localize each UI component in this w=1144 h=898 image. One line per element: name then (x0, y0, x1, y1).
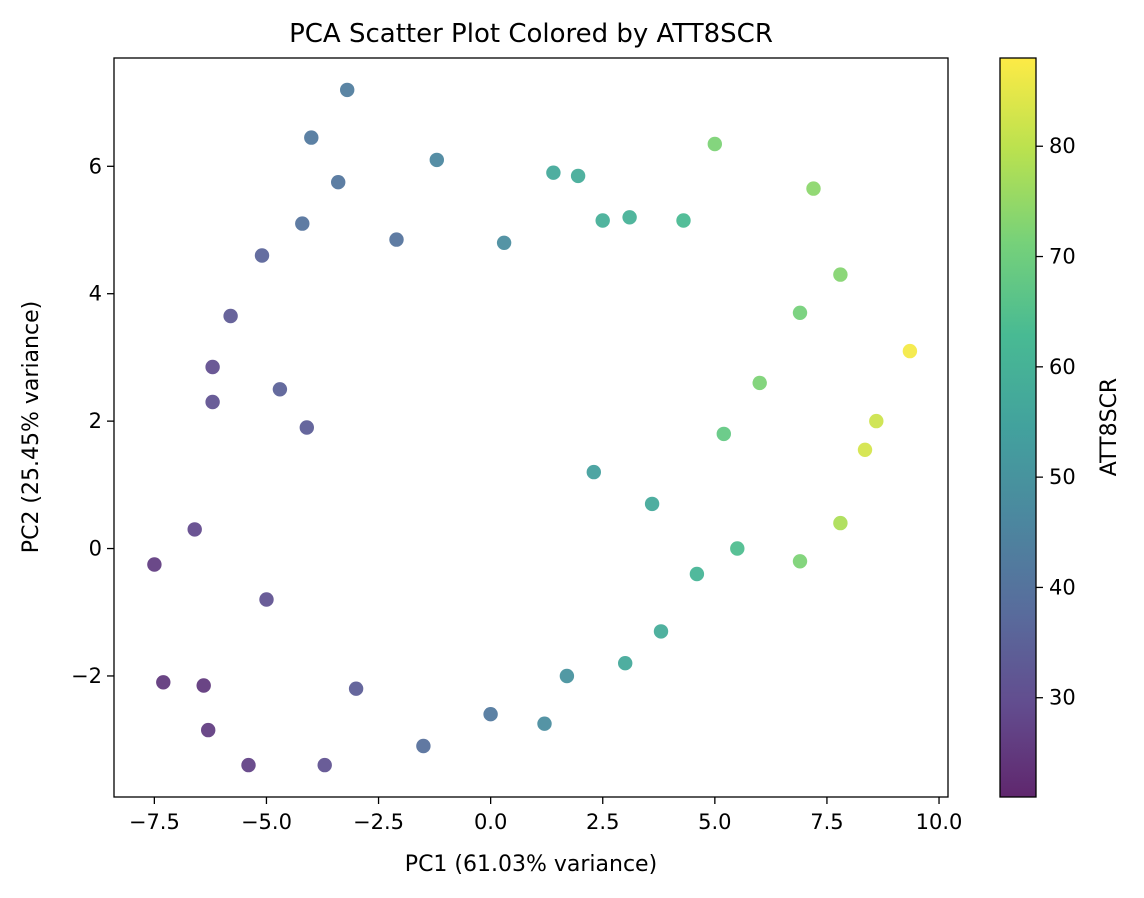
x-tick-label: 2.5 (586, 810, 619, 834)
data-point (833, 267, 848, 282)
data-point (187, 522, 202, 537)
data-point (205, 394, 220, 410)
data-point (806, 181, 821, 196)
data-point (716, 426, 731, 442)
data-point (792, 554, 808, 569)
data-point (559, 668, 575, 684)
y-tick-label: 6 (89, 154, 102, 178)
colorbar-tick-label: 30 (1049, 686, 1076, 710)
data-point (295, 216, 310, 231)
data-point (416, 738, 431, 754)
x-axis-ticks: −7.5 −5.0 −2.5 0.0 2.5 5.0 7.5 10.0 (129, 797, 963, 834)
data-point (340, 82, 355, 98)
data-point (483, 707, 498, 722)
data-point (676, 213, 691, 228)
x-axis-label: PC1 (61.03% variance) (405, 852, 657, 877)
y-axis-ticks: −2 0 2 4 6 (71, 154, 114, 688)
data-point (653, 624, 669, 639)
x-tick-label: 5.0 (698, 810, 731, 834)
data-point (792, 305, 808, 320)
data-point (869, 413, 884, 429)
colorbar-frame (999, 57, 1037, 798)
data-point (272, 382, 288, 397)
x-tick-label: 10.0 (916, 810, 963, 834)
data-point (595, 213, 610, 228)
data-point (223, 308, 238, 324)
data-point (201, 722, 216, 738)
data-point (304, 130, 319, 145)
data-point (259, 592, 274, 607)
data-point (707, 136, 722, 152)
data-point (241, 757, 256, 773)
y-tick-label: 4 (89, 282, 102, 306)
y-tick-label: −2 (71, 664, 102, 688)
colorbar: 30 40 50 60 70 80 ATT8SCR (999, 57, 1122, 798)
data-point (429, 152, 444, 168)
data-point (299, 420, 314, 435)
colorbar-ticks: 30 40 50 60 70 80 (1036, 134, 1076, 710)
x-tick-label: −5.0 (241, 810, 292, 834)
data-point (644, 496, 660, 512)
data-point (196, 678, 211, 693)
x-tick-label: 7.5 (810, 810, 843, 834)
data-point (689, 566, 705, 582)
data-point (254, 248, 270, 263)
data-point (389, 232, 404, 247)
y-tick-label: 2 (89, 409, 102, 433)
data-point (730, 541, 745, 556)
data-point (622, 210, 637, 225)
data-point (496, 235, 512, 250)
chart-title: PCA Scatter Plot Colored by ATT8SCR (289, 19, 773, 49)
data-point (570, 168, 586, 184)
x-tick-label: −2.5 (353, 810, 404, 834)
data-point (752, 375, 767, 391)
data-point (586, 464, 601, 480)
data-point (317, 757, 332, 773)
data-point (537, 716, 552, 731)
colorbar-tick-label: 50 (1049, 465, 1076, 489)
colorbar-gradient (1000, 58, 1036, 797)
y-tick-label: 0 (89, 537, 102, 561)
colorbar-tick-label: 40 (1049, 575, 1076, 599)
data-point (857, 442, 873, 457)
data-point (331, 175, 346, 190)
y-axis-label: PC2 (25.45% variance) (19, 301, 44, 553)
data-point (156, 675, 171, 690)
plot-frame (113, 57, 949, 798)
colorbar-tick-label: 80 (1049, 134, 1076, 158)
colorbar-tick-label: 70 (1049, 245, 1076, 269)
colorbar-label: ATT8SCR (1097, 378, 1122, 476)
data-point (902, 343, 918, 359)
data-point (147, 557, 162, 572)
x-tick-label: −7.5 (129, 810, 180, 834)
x-tick-label: 0.0 (474, 810, 507, 834)
data-point (546, 165, 561, 180)
data-point (618, 656, 633, 671)
data-point (833, 515, 848, 531)
scatter-points (147, 82, 918, 773)
colorbar-tick-label: 60 (1049, 355, 1076, 379)
data-point (205, 359, 220, 375)
data-point (348, 681, 364, 696)
